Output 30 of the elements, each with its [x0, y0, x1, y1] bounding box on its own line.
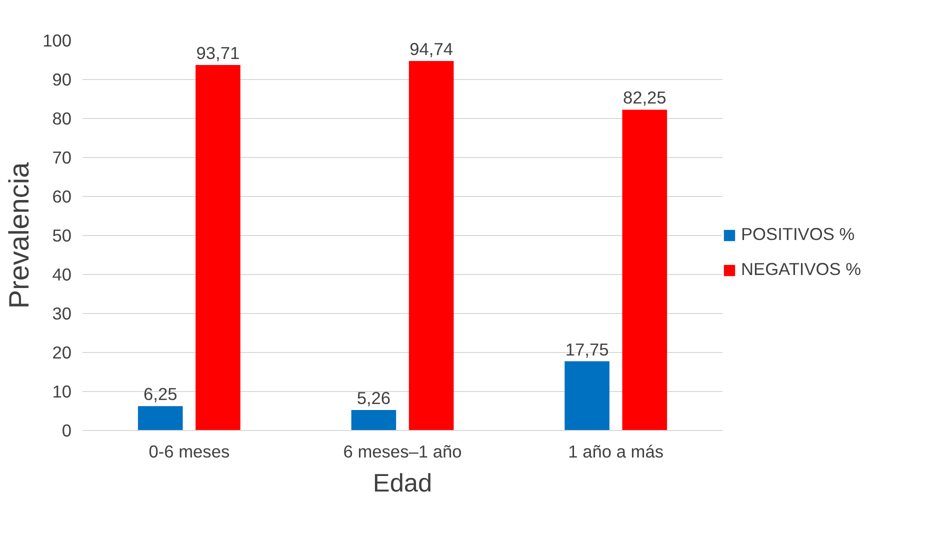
bar — [351, 410, 396, 430]
x-tick-label: 0-6 meses — [148, 442, 230, 462]
data-label: 94,74 — [410, 39, 454, 60]
legend-label: NEGATIVOS % — [741, 259, 862, 280]
y-tick-label: 10 — [52, 382, 72, 402]
y-tick-label: 30 — [52, 304, 72, 324]
legend-label: POSITIVOS % — [741, 224, 855, 245]
data-label: 17,75 — [565, 339, 609, 360]
data-label: 82,25 — [622, 88, 666, 108]
y-tick-label: 100 — [42, 30, 72, 50]
y-tick-label: 50 — [52, 226, 72, 246]
y-tick-label: 0 — [62, 420, 72, 440]
bar — [196, 65, 240, 430]
bar — [138, 406, 183, 430]
y-tick-label: 60 — [52, 186, 72, 206]
x-tick-label: 1 año a más — [568, 442, 664, 462]
y-tick-label: 90 — [52, 70, 72, 90]
x-axis-title: Edad — [372, 470, 432, 498]
bar — [408, 61, 454, 430]
bar — [564, 361, 610, 430]
y-tick-label: 40 — [52, 264, 72, 284]
bar — [622, 110, 668, 430]
data-label: 5,26 — [356, 388, 391, 408]
data-label: 6,25 — [144, 384, 178, 404]
y-axis-title: Prevalencia — [4, 162, 35, 309]
x-tick-label: 6 meses–1 año — [343, 442, 462, 462]
y-tick-label: 70 — [52, 148, 72, 168]
y-tick-label: 80 — [52, 108, 72, 128]
data-label: 93,71 — [196, 43, 240, 64]
y-tick-label: 20 — [52, 342, 72, 362]
